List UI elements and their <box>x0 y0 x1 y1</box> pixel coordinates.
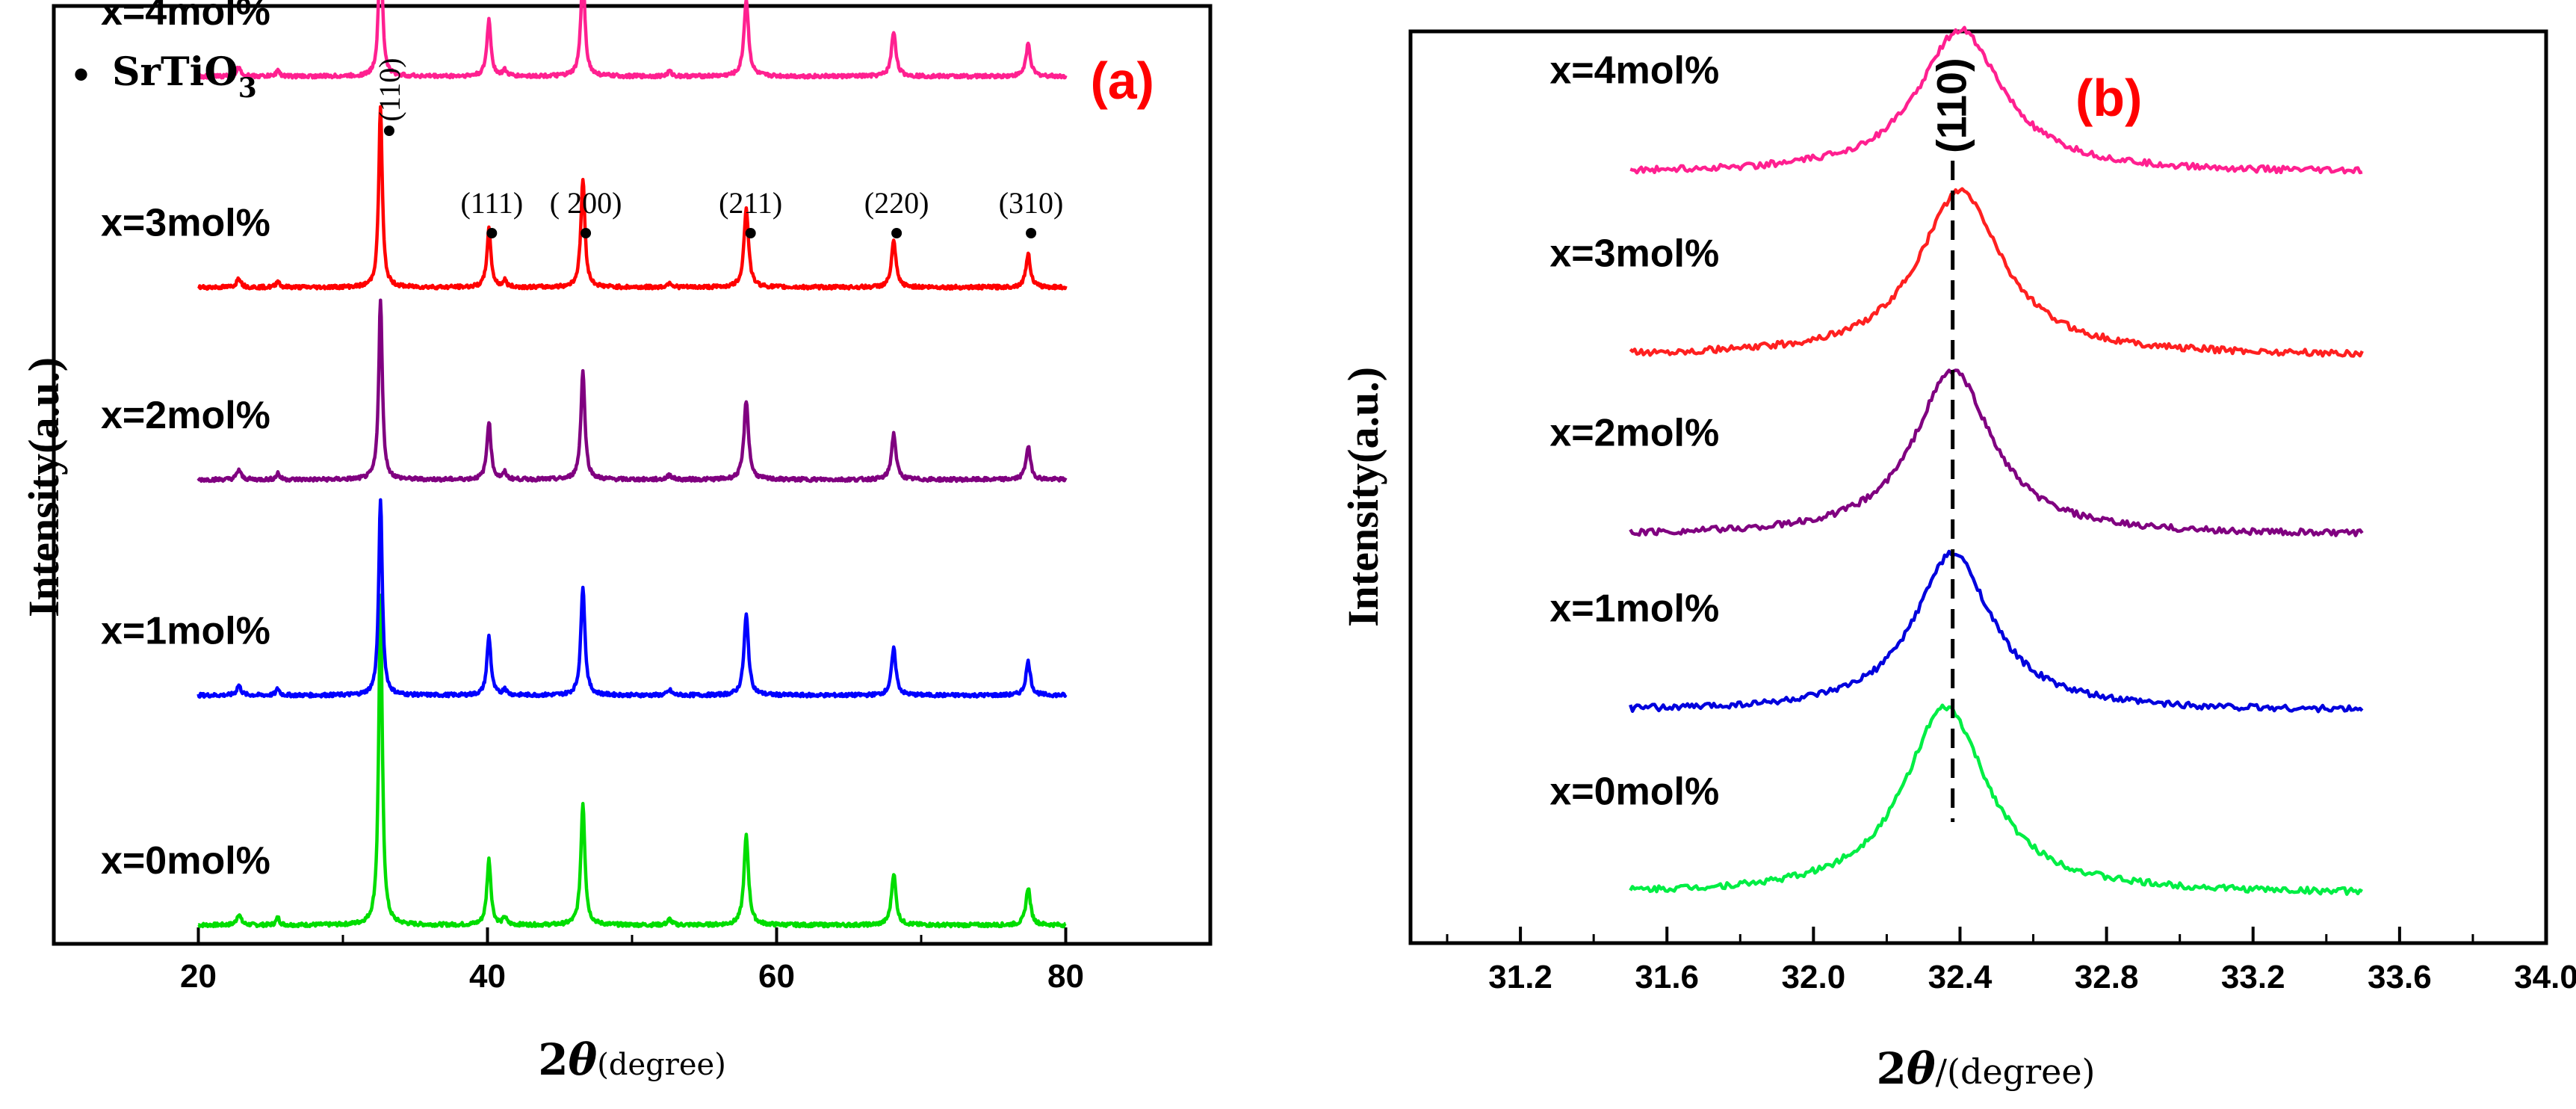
panel-a-series-label: x=3mol% <box>101 201 270 244</box>
panel-a-peak-marker <box>891 228 902 238</box>
panel-a-frame <box>52 4 1213 946</box>
panel-a-x-label-unit: (degree) <box>597 1048 726 1082</box>
panel-b-x-tick-label: 34.0 <box>2514 959 2576 995</box>
panel-a-peak-marker <box>745 228 756 238</box>
panel-a-x-axis: 20 40 60 80 <box>52 927 1212 995</box>
panel-b-x-tick-label: 33.6 <box>2368 959 2432 995</box>
panel-a-peak-marker <box>486 228 498 238</box>
panel-a-x-tick-label: 40 <box>469 958 506 995</box>
panel-a-peak-label: (220) <box>864 186 929 220</box>
panel-a-peak-marker <box>1026 228 1037 238</box>
panel-b-x-label: 2θ/(degree) <box>1877 1043 2096 1094</box>
panel-a-series-label: x=0mol% <box>101 839 270 883</box>
panel-b-x-label-symbol: θ <box>1907 1043 1936 1094</box>
panel-a-x-tick-label: 20 <box>180 958 217 995</box>
panel-b-x-tick-label: 31.2 <box>1488 959 1552 995</box>
panel-b-series-line <box>1629 25 2363 175</box>
panel-b-x-tick-label: 31.6 <box>1635 959 1699 995</box>
panel-b-x-label-prefix: 2 <box>1877 1043 1907 1094</box>
panel-a-peak-marker <box>383 126 394 136</box>
panel-a-series-line <box>196 498 1068 699</box>
panel-a-series: x=0mol% x=1mol% x=2mol% x=3mol% x=4mol% <box>101 0 1068 929</box>
panel-a-y-label: Intensity(a.u.) <box>19 357 68 617</box>
panel-a-peak-marker <box>580 228 592 238</box>
panel-b-x-tick-label: 32.0 <box>1782 959 1846 995</box>
panel-a-series-label: x=4mol% <box>101 0 270 34</box>
legend-label-subscript: 3 <box>238 72 257 104</box>
panel-b-y-label: Intensity(a.u.) <box>1339 367 1387 627</box>
panel-a-x-label-prefix: 2 <box>538 1034 568 1085</box>
panel-b-x-axis: 31.2 31.6 32.0 32.4 32.8 33.2 33.6 34.0 <box>1446 927 2576 995</box>
panel-b-series-label: x=3mol% <box>1549 232 1719 275</box>
panel-a-peak-label: (310) <box>999 186 1064 220</box>
panel-b-series-line <box>1629 549 2364 714</box>
panel-b-series-label: x=2mol% <box>1549 411 1719 454</box>
panel-a-peak-label: (111) <box>460 186 523 220</box>
legend-label: SrTiO3 <box>112 49 257 104</box>
panel-a-peak-label: ( 200) <box>550 186 622 220</box>
panel-a: 20 40 60 80 x=0mol% x=1mol% x=2mol% x=3mol% x=4… <box>19 0 1213 1085</box>
panel-a-series-line <box>197 593 1067 929</box>
panel-a-series-label: x=1mol% <box>101 609 270 652</box>
panel-a-series-label: x=2mol% <box>101 394 270 437</box>
legend-marker: • <box>73 49 89 99</box>
panel-a-peak-label: (110) <box>373 58 406 121</box>
panel-b-letter: (b) <box>2075 69 2142 127</box>
panel-b-frame <box>1408 29 2548 945</box>
panel-b-series-label: x=0mol% <box>1549 770 1719 813</box>
panel-b-x-tick-label: 32.4 <box>1928 959 1993 995</box>
panel-a-x-tick-label: 80 <box>1047 958 1084 995</box>
panel-a-peak-label: (211) <box>719 186 782 220</box>
panel-b-x-label-unit: /(degree) <box>1936 1051 2096 1092</box>
panel-b: 31.2 31.6 32.0 32.4 32.8 33.2 33.6 34.0 x=0mol%… <box>1339 25 2576 1094</box>
panel-a-series-line <box>196 0 1068 80</box>
panel-a-peak-labels: (110) (111) ( 200) (211) (220) (310) <box>373 58 1063 238</box>
panel-b-series-line <box>1629 368 2364 537</box>
panel-a-letter: (a) <box>1090 52 1154 110</box>
panel-b-series: x=0mol% x=1mol% x=2mol% x=3mol% x=4mol% <box>1549 25 2364 896</box>
panel-a-x-tick-label: 60 <box>758 958 795 995</box>
panel-a-series-line <box>196 298 1068 484</box>
panel-b-series-line <box>1629 703 2364 896</box>
panel-a-x-label: 2θ(degree) <box>538 1034 726 1085</box>
panel-b-series-line <box>1629 187 2364 358</box>
panel-b-series-label: x=1mol% <box>1549 587 1719 631</box>
panel-b-series-label: x=4mol% <box>1549 49 1719 93</box>
panel-a-x-label-symbol: θ <box>569 1034 598 1085</box>
panel-a-series-line <box>196 105 1068 291</box>
panel-b-x-tick-label: 33.2 <box>2221 959 2285 995</box>
reference-line-label: (110) <box>1928 58 1975 153</box>
legend-label-text: SrTiO <box>112 49 238 95</box>
panel-b-x-tick-label: 32.8 <box>2075 959 2139 995</box>
